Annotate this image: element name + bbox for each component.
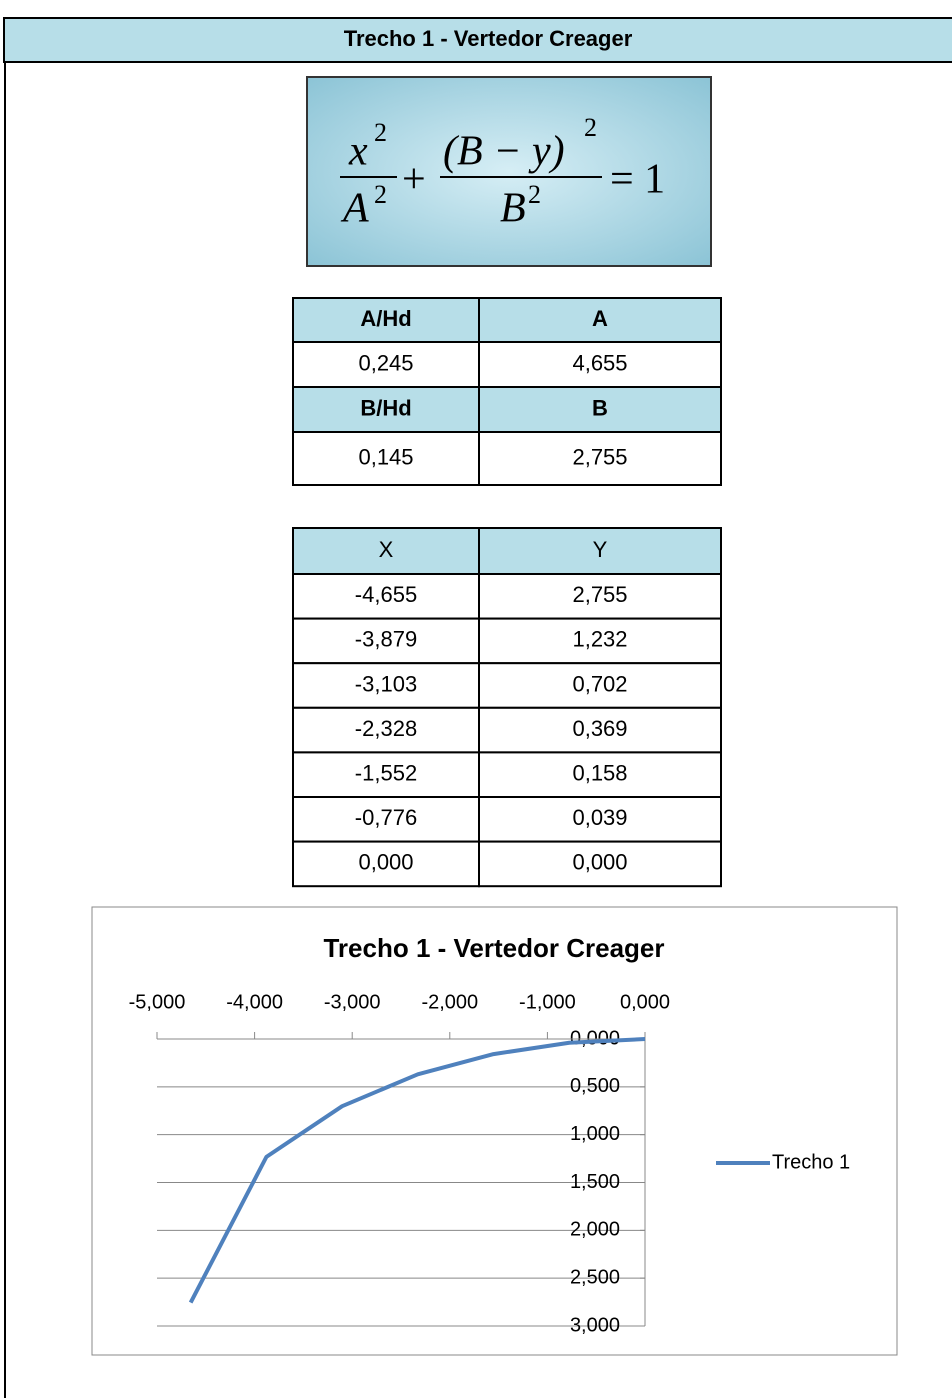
x-tick-label: -5,000: [129, 991, 186, 1013]
x-tick-label: -2,000: [421, 991, 478, 1013]
header-cell: [478, 386, 722, 433]
cell-text: 0,000: [358, 850, 413, 875]
y-tick-label: 1,500: [570, 1171, 620, 1193]
cell-text: 0,369: [572, 716, 627, 741]
formula-text: 2: [374, 118, 387, 147]
series-line: [188, 1037, 646, 1304]
cell: [478, 751, 722, 799]
header-cell: [478, 527, 722, 575]
cell: [292, 751, 480, 799]
cell-text: -4,655: [355, 582, 417, 607]
formula: x 2 A 2 + (B − y) 2 B 2 = 1: [340, 113, 665, 232]
formula-text: = 1: [610, 157, 665, 203]
cell-text: 2,755: [572, 444, 627, 469]
y-tick-label: 1,000: [570, 1123, 620, 1145]
cell-text: 0,039: [572, 805, 627, 830]
cell: [292, 431, 480, 486]
cell-text: B/Hd: [360, 395, 411, 420]
y-tick-label: 0,000: [570, 1027, 620, 1049]
formula-text: 2: [584, 113, 597, 142]
cell: [478, 617, 722, 665]
cell-text: 0,245: [358, 350, 413, 375]
cell-text: -0,776: [355, 805, 417, 830]
cell-text: 2,755: [572, 582, 627, 607]
cell: [478, 431, 722, 486]
cell-text: Y: [593, 537, 608, 562]
cell-text: A/Hd: [360, 306, 411, 331]
cell-text: 0,145: [358, 444, 413, 469]
formula-text: x: [348, 129, 368, 175]
tables: A/Hd A 0,245 4,655 B/Hd B 0,145 2,755 X Y -4,655 2,…: [292, 297, 722, 888]
header-cell: [478, 297, 722, 343]
cell: [292, 840, 480, 888]
cell-text: 4,655: [572, 350, 627, 375]
formula-text: A: [340, 186, 369, 232]
chart-title: Trecho 1 - Vertedor Creager: [323, 933, 664, 963]
cell: [478, 573, 722, 620]
cell-text: -3,103: [355, 671, 417, 696]
y-tick-label: 3,000: [570, 1314, 620, 1336]
header-cell: [292, 527, 480, 575]
header-cell: [292, 297, 480, 343]
cell-text: -1,552: [355, 761, 417, 786]
cell-text: 0,702: [572, 671, 627, 696]
cell: [478, 662, 722, 709]
cell: [478, 840, 722, 888]
chart: Trecho 1 - Vertedor Creager 0,000 0,500 1,0…: [129, 933, 851, 1336]
cell: [478, 796, 722, 843]
formula-text: +: [402, 157, 426, 203]
formula-text: B: [500, 186, 526, 232]
cell: [292, 341, 480, 388]
header-cell: [292, 386, 480, 433]
cell-text: 0,000: [572, 850, 627, 875]
cell-text: A: [592, 306, 608, 331]
header-bar: [3, 17, 952, 63]
header-title: Trecho 1 - Vertedor Creager: [344, 26, 633, 51]
x-tick-label: -4,000: [226, 991, 283, 1013]
y-tick-label: 2,000: [570, 1219, 620, 1241]
y-tick-label: 0,500: [570, 1075, 620, 1097]
x-tick-label: -1,000: [519, 991, 576, 1013]
formula-text: 2: [528, 180, 541, 209]
x-tick-label: 0,000: [620, 991, 670, 1013]
cell: [478, 706, 722, 754]
legend-label: Trecho 1: [772, 1151, 850, 1173]
formula-text: (B − y): [443, 129, 565, 175]
cell-text: X: [379, 537, 394, 562]
cell-text: -3,879: [355, 627, 417, 652]
formula-text: 2: [374, 180, 387, 209]
cell-text: B: [592, 395, 608, 420]
formula-box: [306, 76, 712, 267]
cell: [292, 573, 480, 620]
chart-frame: [91, 906, 898, 1356]
cell-text: 1,232: [572, 627, 627, 652]
cell-text: 0,158: [572, 761, 627, 786]
x-tick-label: -3,000: [324, 991, 381, 1013]
cell-text: -2,328: [355, 716, 417, 741]
cell: [292, 706, 480, 754]
y-tick-label: 2,500: [570, 1266, 620, 1288]
